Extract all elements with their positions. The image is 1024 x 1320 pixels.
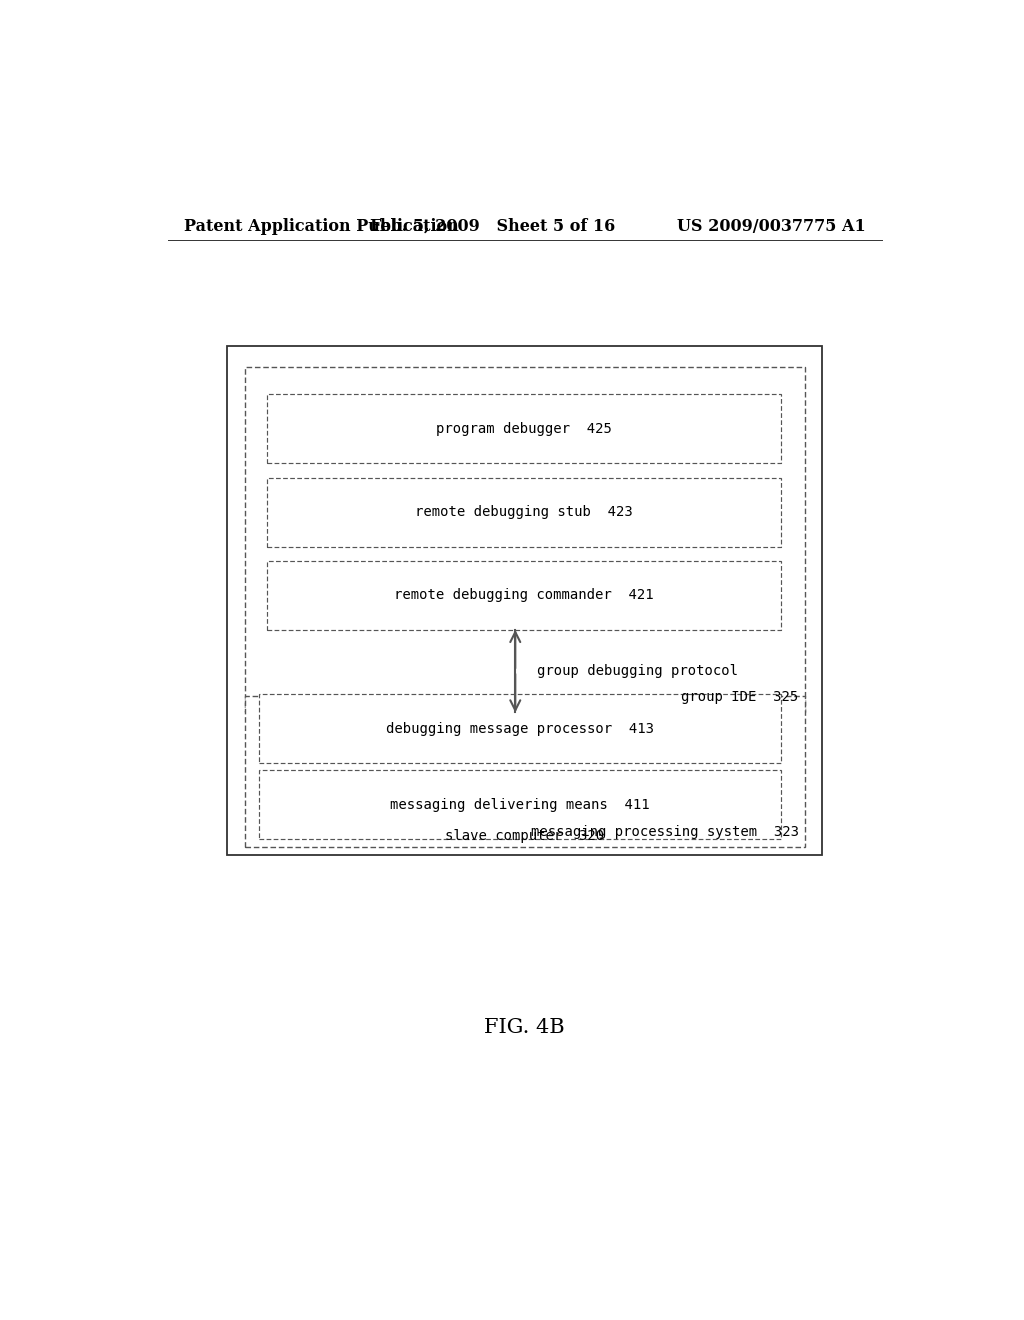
- Text: slave computer  320: slave computer 320: [445, 829, 604, 843]
- Bar: [267, 395, 781, 463]
- Text: group IDE  325: group IDE 325: [681, 690, 799, 704]
- Text: debugging message processor  413: debugging message processor 413: [386, 722, 654, 735]
- Text: group debugging protocol: group debugging protocol: [537, 664, 737, 677]
- Bar: [227, 346, 822, 854]
- Bar: [259, 694, 781, 763]
- Text: program debugger  425: program debugger 425: [436, 422, 612, 436]
- Bar: [267, 478, 781, 546]
- Text: US 2009/0037775 A1: US 2009/0037775 A1: [677, 218, 866, 235]
- Text: messaging processing system  323: messaging processing system 323: [530, 825, 799, 840]
- Bar: [246, 696, 805, 846]
- Text: FIG. 4B: FIG. 4B: [484, 1018, 565, 1038]
- Text: remote debugging stub  423: remote debugging stub 423: [415, 506, 633, 519]
- Text: messaging delivering means  411: messaging delivering means 411: [390, 797, 650, 812]
- Text: remote debugging commander  421: remote debugging commander 421: [394, 589, 653, 602]
- Text: Feb. 5, 2009   Sheet 5 of 16: Feb. 5, 2009 Sheet 5 of 16: [371, 218, 615, 235]
- Bar: [259, 771, 781, 840]
- Bar: [267, 561, 781, 630]
- Bar: [246, 367, 805, 713]
- Text: Patent Application Publication: Patent Application Publication: [183, 218, 459, 235]
